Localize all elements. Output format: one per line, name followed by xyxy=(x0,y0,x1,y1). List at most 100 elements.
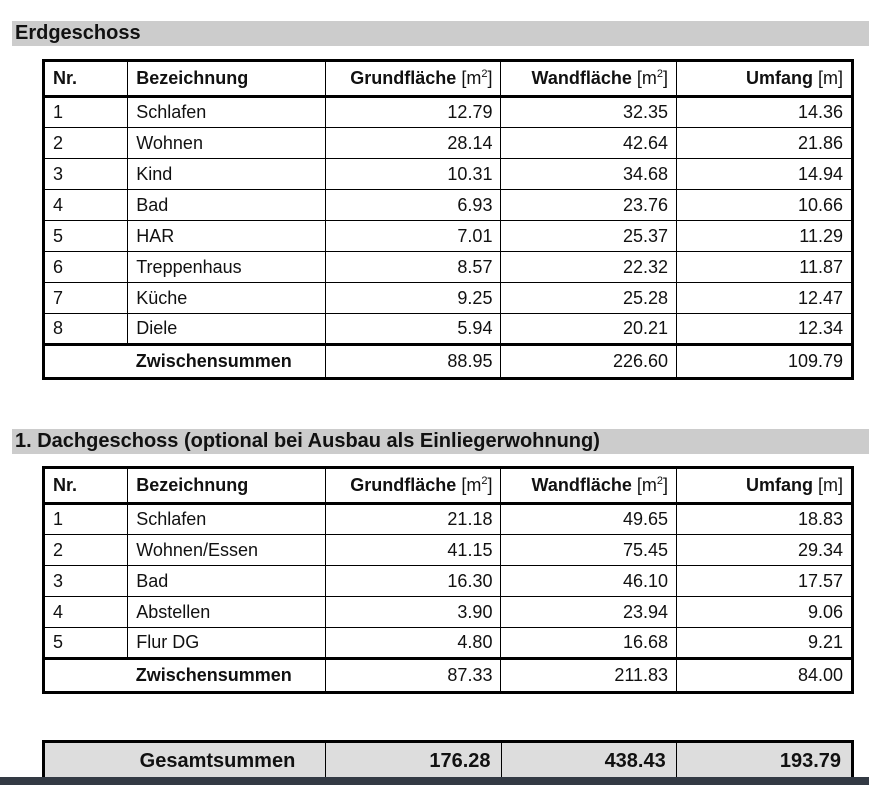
cell-wand: 20.21 xyxy=(500,313,678,345)
cell-grund: 21.18 xyxy=(324,503,502,535)
bottom-bar xyxy=(0,777,869,785)
cell-nr: 3 xyxy=(42,158,129,190)
table-header-row: Nr. Bezeichnung Grundfläche [m2] Wandflä… xyxy=(42,60,853,98)
header-bezeichnung: Bezeichnung xyxy=(127,60,326,98)
table-row: 1 Schlafen 21.18 49.65 18.83 xyxy=(42,503,853,535)
cell-wand: 32.35 xyxy=(500,96,678,128)
table-row: 5 Flur DG 4.80 16.68 9.21 xyxy=(42,627,853,659)
cell-name: Treppenhaus xyxy=(127,251,326,283)
cell-wand: 22.32 xyxy=(500,251,678,283)
subtotal-umfang: 109.79 xyxy=(676,343,853,379)
cell-wand: 23.94 xyxy=(500,596,678,628)
table-header-row: Nr. Bezeichnung Grundfläche [m2] Wandflä… xyxy=(42,467,853,505)
subtotal-wand: 226.60 xyxy=(500,343,678,379)
cell-name: Wohnen xyxy=(127,127,326,159)
cell-name: Wohnen/Essen xyxy=(127,534,326,566)
cell-umfang: 10.66 xyxy=(676,189,853,221)
header-bezeichnung: Bezeichnung xyxy=(127,467,326,505)
subtotal-row: Zwischensummen 88.95 226.60 109.79 xyxy=(42,343,853,379)
cell-name: Abstellen xyxy=(127,596,326,628)
cell-umfang: 11.87 xyxy=(676,251,853,283)
cell-umfang: 14.94 xyxy=(676,158,853,190)
cell-wand: 75.45 xyxy=(500,534,678,566)
cell-name: HAR xyxy=(127,220,326,252)
cell-name: Kind xyxy=(127,158,326,190)
cell-grund: 8.57 xyxy=(324,251,502,283)
cell-umfang: 12.47 xyxy=(676,282,853,314)
subtotal-umfang: 84.00 xyxy=(676,657,853,693)
table-row: 2 Wohnen/Essen 41.15 75.45 29.34 xyxy=(42,534,853,566)
grand-total-grund: 176.28 xyxy=(325,741,502,780)
grand-total-wand: 438.43 xyxy=(500,741,677,780)
cell-nr: 4 xyxy=(42,189,129,221)
table-row: 4 Abstellen 3.90 23.94 9.06 xyxy=(42,596,853,628)
table-row: 8 Diele 5.94 20.21 12.34 xyxy=(42,313,853,345)
cell-grund: 16.30 xyxy=(324,565,502,597)
header-nr: Nr. xyxy=(42,60,129,98)
cell-nr: 2 xyxy=(42,534,129,566)
cell-wand: 34.68 xyxy=(500,158,678,190)
grand-total-row: Gesamtsummen 176.28 438.43 193.79 xyxy=(42,741,854,780)
cell-grund: 9.25 xyxy=(324,282,502,314)
cell-nr: 7 xyxy=(42,282,129,314)
subtotal-grund: 88.95 xyxy=(324,343,502,379)
table-row: 2 Wohnen 28.14 42.64 21.86 xyxy=(42,127,853,159)
room-table-erdgeschoss: Nr. Bezeichnung Grundfläche [m2] Wandflä… xyxy=(42,59,854,380)
cell-empty xyxy=(42,657,128,693)
section-title-erdgeschoss: Erdgeschoss xyxy=(12,21,869,46)
cell-wand: 46.10 xyxy=(500,565,678,597)
table-row: 1 Schlafen 12.79 32.35 14.36 xyxy=(42,96,853,128)
header-grundflaeche: Grundfläche [m2] xyxy=(324,60,502,98)
header-grundflaeche: Grundfläche [m2] xyxy=(324,467,502,505)
table-row: 6 Treppenhaus 8.57 22.32 11.87 xyxy=(42,251,853,283)
cell-name: Schlafen xyxy=(127,96,326,128)
cell-name: Bad xyxy=(127,565,326,597)
cell-grund: 41.15 xyxy=(324,534,502,566)
cell-name: Küche xyxy=(127,282,326,314)
cell-empty xyxy=(42,343,128,379)
cell-grund: 4.80 xyxy=(324,627,502,659)
cell-umfang: 9.21 xyxy=(676,627,853,659)
table-row: 7 Küche 9.25 25.28 12.47 xyxy=(42,282,853,314)
subtotal-label: Zwischensummen xyxy=(127,343,326,379)
grand-total-umfang: 193.79 xyxy=(675,741,854,780)
header-wandflaeche: Wandfläche [m2] xyxy=(500,467,678,505)
header-wandflaeche: Wandfläche [m2] xyxy=(500,60,678,98)
subtotal-wand: 211.83 xyxy=(500,657,678,693)
cell-wand: 49.65 xyxy=(500,503,678,535)
table-row: 3 Bad 16.30 46.10 17.57 xyxy=(42,565,853,597)
cell-umfang: 21.86 xyxy=(676,127,853,159)
cell-nr: 6 xyxy=(42,251,129,283)
section-title-dachgeschoss: 1. Dachgeschoss (optional bei Ausbau als… xyxy=(12,429,869,454)
subtotal-label: Zwischensummen xyxy=(127,657,326,693)
cell-umfang: 18.83 xyxy=(676,503,853,535)
header-umfang: Umfang [m] xyxy=(676,60,853,98)
table-row: 5 HAR 7.01 25.37 11.29 xyxy=(42,220,853,252)
cell-nr: 4 xyxy=(42,596,129,628)
cell-wand: 25.37 xyxy=(500,220,678,252)
grand-total-label: Gesamtsummen xyxy=(42,741,327,780)
cell-umfang: 11.29 xyxy=(676,220,853,252)
cell-wand: 25.28 xyxy=(500,282,678,314)
cell-grund: 28.14 xyxy=(324,127,502,159)
cell-umfang: 9.06 xyxy=(676,596,853,628)
grand-total-table: Gesamtsummen 176.28 438.43 193.79 xyxy=(42,740,854,780)
subtotal-grund: 87.33 xyxy=(324,657,502,693)
cell-umfang: 14.36 xyxy=(676,96,853,128)
cell-wand: 23.76 xyxy=(500,189,678,221)
cell-grund: 7.01 xyxy=(324,220,502,252)
cell-name: Diele xyxy=(127,313,326,345)
cell-grund: 10.31 xyxy=(324,158,502,190)
header-umfang: Umfang [m] xyxy=(676,467,853,505)
cell-name: Schlafen xyxy=(127,503,326,535)
cell-umfang: 17.57 xyxy=(676,565,853,597)
cell-name: Flur DG xyxy=(127,627,326,659)
cell-grund: 3.90 xyxy=(324,596,502,628)
cell-nr: 8 xyxy=(42,313,129,345)
cell-nr: 5 xyxy=(42,220,129,252)
cell-nr: 5 xyxy=(42,627,129,659)
cell-umfang: 12.34 xyxy=(676,313,853,345)
cell-grund: 12.79 xyxy=(324,96,502,128)
cell-nr: 2 xyxy=(42,127,129,159)
cell-umfang: 29.34 xyxy=(676,534,853,566)
